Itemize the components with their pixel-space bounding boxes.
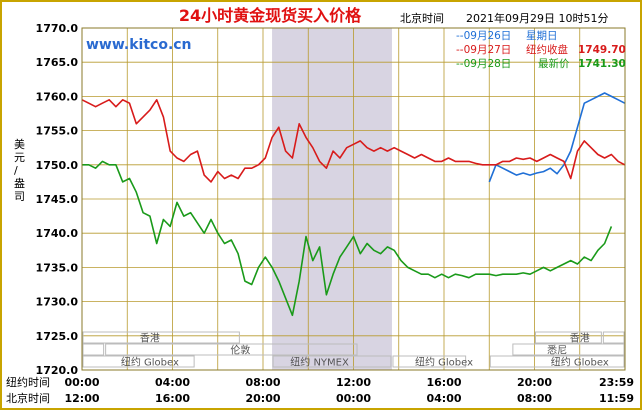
y-tick-labels: 1720.0 1725.0 1730.0 1735.0 1740.0 1745.0 1750…	[36, 22, 79, 377]
bj-time-tick: 04:00	[426, 392, 461, 405]
market-session-label: 伦敦	[230, 344, 250, 357]
ny-time-tick: 08:00	[245, 376, 280, 389]
y-tick-label: 1720.0	[36, 364, 79, 377]
series-line-1	[488, 92, 626, 183]
y-tick-label: 1740.0	[36, 227, 79, 240]
ny-time-tick: 12:00	[336, 376, 371, 389]
price-series	[81, 92, 626, 317]
ny-time-tick: 16:00	[426, 376, 461, 389]
update-timestamp: 2021年09月29日 10时51分	[466, 11, 608, 25]
market-session-box	[82, 343, 105, 356]
chart-title: 24小时黄金现货买入价格	[179, 6, 362, 25]
market-session-box	[602, 331, 625, 344]
y-tick-label: 1765.0	[36, 56, 79, 69]
ny-time-tick: 20:00	[517, 376, 552, 389]
y-tick-label: 1755.0	[36, 125, 79, 138]
legend-date-sep26: --09月26日	[456, 30, 511, 42]
market-session-label: 纽约 Globex	[121, 356, 179, 369]
series-line-2	[81, 99, 626, 183]
market-session-box	[105, 343, 358, 356]
y-tick-label: 1725.0	[36, 330, 79, 343]
bj-time-tick: 12:00	[64, 392, 99, 405]
ny-time-tick: 04:00	[155, 376, 190, 389]
market-session-box	[489, 355, 625, 368]
legend-value-sep28: 1741.30	[578, 58, 626, 70]
market-session-label: 纽约 NYMEX	[290, 356, 349, 369]
y-tick-label: 1735.0	[36, 261, 79, 274]
beijing-time-label: 北京时间	[400, 11, 444, 25]
market-session-label: 悉尼	[547, 345, 567, 357]
bj-time-tick: 16:00	[155, 392, 190, 405]
y-tick-label: 1730.0	[36, 296, 79, 309]
market-session-label: 纽约 Globex	[551, 356, 609, 369]
bj-time-tick: 11:59	[599, 392, 634, 405]
bj-time-tick: 20:00	[245, 392, 280, 405]
market-session-box	[82, 355, 195, 368]
ny-time-row-label: 纽约时间	[6, 375, 50, 389]
legend-date-sep27: --09月27日	[456, 44, 511, 56]
ny-time-tick: 00:00	[64, 376, 99, 389]
plot-border	[81, 27, 626, 371]
ny-time-tick: 23:59	[599, 376, 634, 389]
legend-date-sep28: --09月28日	[456, 58, 511, 70]
y-tick-label: 1770.0	[36, 22, 79, 35]
market-session-label: 香港	[140, 333, 160, 345]
y-axis-label: 美元/盎司	[14, 138, 25, 203]
legend-value-sep27: 1749.70	[578, 44, 626, 56]
y-tick-label: 1750.0	[36, 159, 79, 172]
y-tick-label: 1745.0	[36, 193, 79, 206]
bj-time-tick: 00:00	[336, 392, 371, 405]
market-session-box	[272, 355, 392, 368]
legend-label-sep26: 星期日	[526, 30, 558, 42]
market-session-box	[535, 331, 602, 344]
market-session-label: 纽约 Globex	[415, 356, 473, 369]
market-session-label: 香港	[570, 333, 590, 345]
market-session-box	[512, 343, 625, 356]
x-tick-labels: 00:00 12:00 04:00 16:00 08:00 20:00 12:00 00:00…	[64, 376, 634, 405]
legend: --09月26日 星期日 --09月27日 纽约收盘 1749.70 --09月…	[456, 30, 626, 70]
bj-time-tick: 08:00	[517, 392, 552, 405]
y-tick-label: 1760.0	[36, 90, 79, 103]
market-session-box	[392, 355, 467, 368]
legend-label-sep28: 最新价	[538, 57, 570, 70]
series-line-3	[82, 160, 613, 317]
bj-time-row-label: 北京时间	[6, 391, 50, 405]
site-link[interactable]: www.kitco.cn	[86, 37, 192, 53]
legend-label-sep27: 纽约收盘	[526, 43, 568, 56]
market-session-box	[82, 331, 240, 344]
